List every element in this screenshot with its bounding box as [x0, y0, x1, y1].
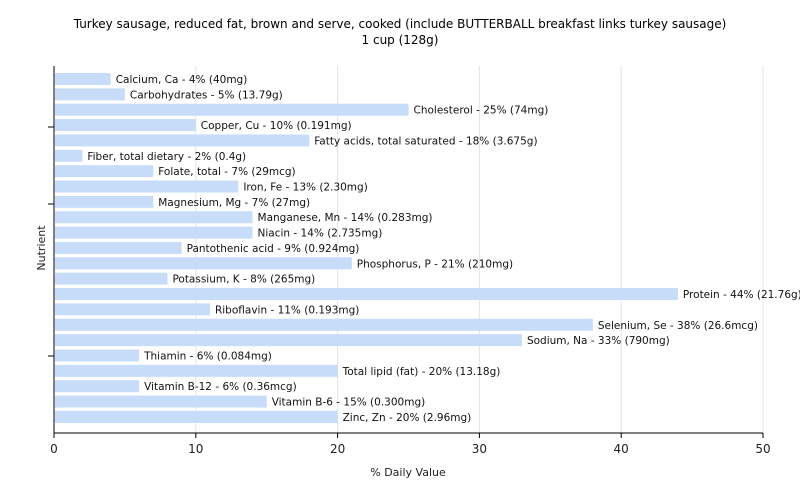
bar-label: Manganese, Mn - 14% (0.283mg) [258, 212, 433, 224]
bar [55, 395, 267, 408]
x-tick-label: 0 [50, 442, 58, 456]
bar [55, 226, 253, 239]
bar [55, 303, 210, 316]
bar [55, 272, 168, 285]
bar [55, 410, 338, 423]
x-axis-label: % Daily Value [370, 466, 446, 479]
bar-label: Fatty acids, total saturated - 18% (3.67… [314, 135, 537, 147]
bar-label: Phosphorus, P - 21% (210mg) [357, 258, 513, 270]
bar-label: Riboflavin - 11% (0.193mg) [215, 304, 359, 316]
bar-label: Niacin - 14% (2.735mg) [258, 228, 383, 240]
bar-label: Pantothenic acid - 9% (0.924mg) [187, 243, 360, 255]
bar-label: Vitamin B-12 - 6% (0.36mcg) [144, 381, 297, 393]
bar [55, 364, 338, 377]
x-tick-label: 20 [330, 442, 345, 456]
x-tick-label: 50 [755, 442, 770, 456]
bar [55, 88, 125, 101]
bar [55, 134, 310, 147]
bar-label: Thiamin - 6% (0.084mg) [143, 350, 272, 362]
bar-label: Magnesium, Mg - 7% (27mg) [158, 197, 310, 209]
bar [55, 119, 196, 132]
bar [55, 103, 409, 116]
bar-label: Zinc, Zn - 20% (2.96mg) [343, 412, 472, 424]
bar-label: Iron, Fe - 13% (2.30mg) [243, 182, 367, 194]
bar-labels: Calcium, Ca - 4% (40mg) Carbohydrates - 5… [87, 74, 800, 424]
bar-label: Protein - 44% (21.76g) [683, 289, 800, 301]
chart-subtitle: 1 cup (128g) [361, 33, 439, 47]
bar-label: Total lipid (fat) - 20% (13.18g) [342, 366, 501, 378]
bars [55, 73, 678, 423]
bar [55, 211, 253, 224]
bar [55, 241, 182, 254]
bar [55, 288, 678, 301]
bar [55, 195, 154, 208]
bar [55, 349, 140, 362]
bar [55, 180, 239, 193]
x-tick-label: 30 [472, 442, 487, 456]
bar [55, 318, 593, 331]
bar [55, 334, 522, 347]
x-tick-label: 10 [188, 442, 203, 456]
bar-label: Fiber, total dietary - 2% (0.4g) [87, 151, 246, 163]
y-axis-label: Nutrient [35, 225, 48, 271]
bar-label: Folate, total - 7% (29mcg) [158, 166, 295, 178]
bar-label: Copper, Cu - 10% (0.191mg) [201, 120, 352, 132]
bar [55, 257, 352, 270]
bar-label: Vitamin B-6 - 15% (0.300mg) [272, 397, 426, 409]
bar-label: Potassium, K - 8% (265mg) [172, 274, 315, 286]
bar [55, 73, 111, 85]
bar-label: Selenium, Se - 38% (26.6mcg) [598, 320, 758, 332]
x-tick-label: 40 [614, 442, 629, 456]
chart-title: Turkey sausage, reduced fat, brown and s… [73, 17, 727, 31]
bar [55, 149, 83, 162]
bar-label: Calcium, Ca - 4% (40mg) [116, 74, 248, 86]
bar [55, 165, 154, 178]
bar-label: Sodium, Na - 33% (790mg) [527, 335, 670, 347]
axes: 0 10 20 30 40 50 [48, 66, 771, 456]
bar-label: Carbohydrates - 5% (13.79g) [130, 89, 283, 101]
bar-label: Cholesterol - 25% (74mg) [414, 105, 549, 117]
bar [55, 380, 140, 393]
